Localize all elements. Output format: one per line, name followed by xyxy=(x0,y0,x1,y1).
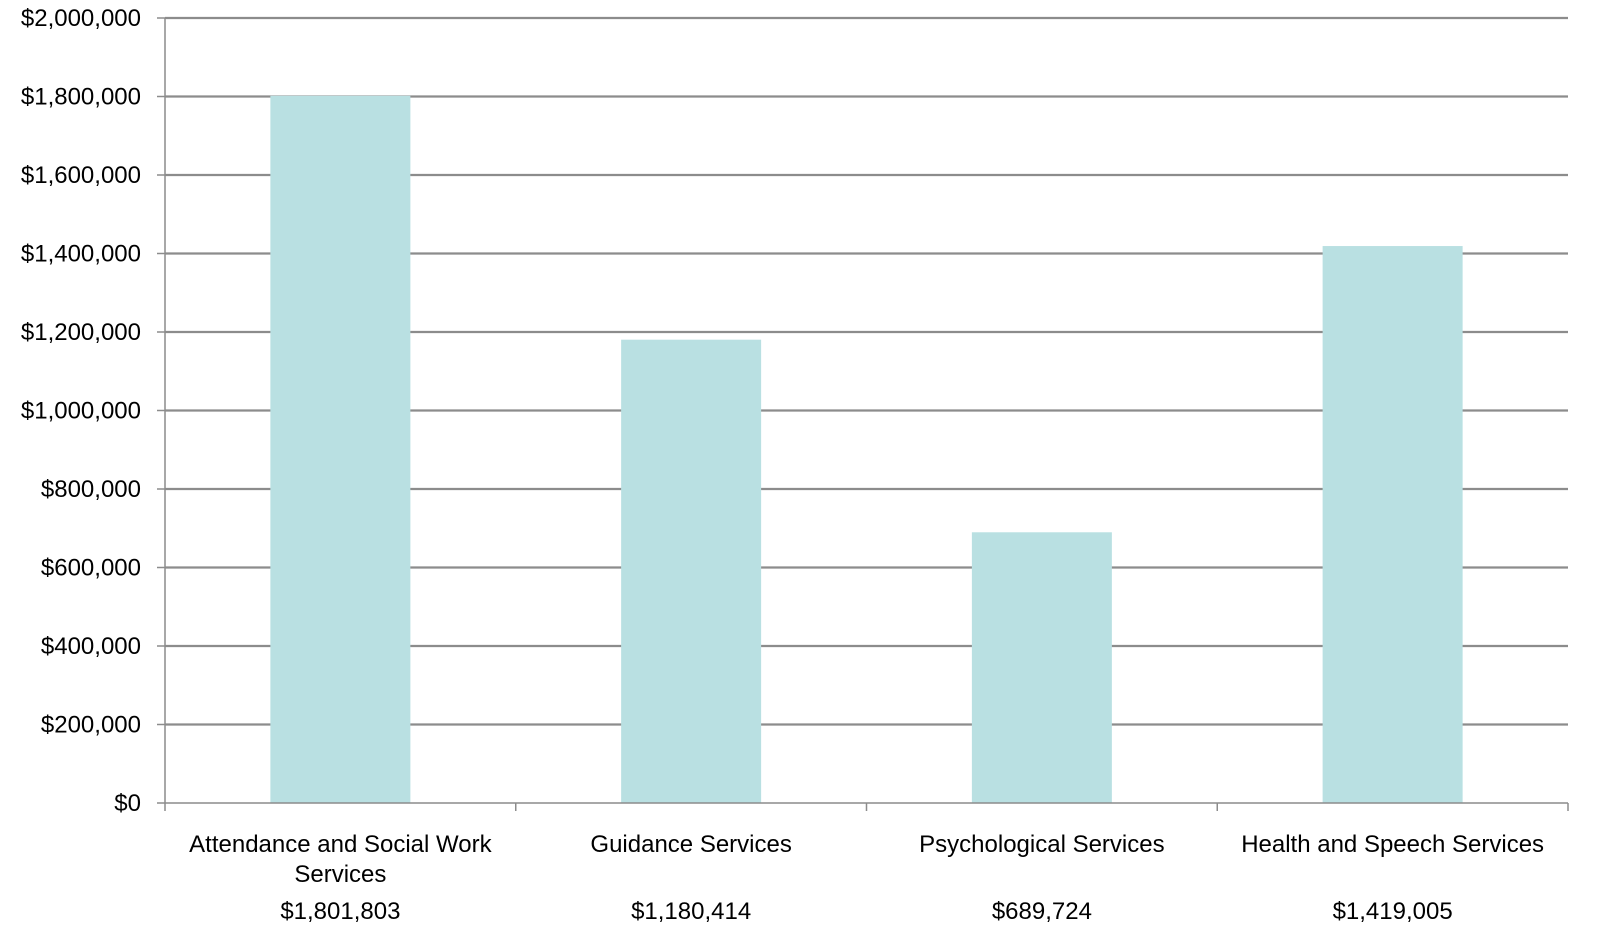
y-tick-label: $1,400,000 xyxy=(21,241,141,268)
x-category-label: Attendance and Social Work xyxy=(189,831,492,858)
y-tick-labels: $0 $200,000 $400,000 $600,000 $800,000 $1,000… xyxy=(21,5,141,817)
y-tick-label: $200,000 xyxy=(41,712,141,739)
y-tick-label: $0 xyxy=(114,790,141,817)
y-tick-label: $600,000 xyxy=(41,555,141,582)
y-tick-label: $1,800,000 xyxy=(21,84,141,111)
value-label: $1,801,803 xyxy=(280,898,400,925)
value-labels: $1,801,803 $1,180,414 $689,724 $1,419,005 xyxy=(280,898,1452,925)
axes xyxy=(157,17,1569,811)
x-category-label: Health and Speech Services xyxy=(1241,831,1544,858)
y-tick-label: $2,000,000 xyxy=(21,5,141,32)
y-tick-label: $1,000,000 xyxy=(21,398,141,425)
y-tick-label: $1,600,000 xyxy=(21,162,141,189)
x-category-labels: Attendance and Social Work Services Guidan… xyxy=(189,831,1544,888)
x-category-label: Services xyxy=(294,861,386,888)
bar xyxy=(1322,246,1463,804)
bars xyxy=(270,95,1463,804)
x-category-label: Guidance Services xyxy=(590,831,791,858)
bar xyxy=(270,95,411,804)
bar xyxy=(971,532,1112,803)
value-label: $1,419,005 xyxy=(1333,898,1453,925)
value-label: $689,724 xyxy=(992,898,1092,925)
y-tick-label: $800,000 xyxy=(41,476,141,503)
y-tick-label: $400,000 xyxy=(41,633,141,660)
x-category-label: Psychological Services xyxy=(919,831,1164,858)
bar xyxy=(621,339,762,803)
value-label: $1,180,414 xyxy=(631,898,751,925)
y-tick-label: $1,200,000 xyxy=(21,319,141,346)
